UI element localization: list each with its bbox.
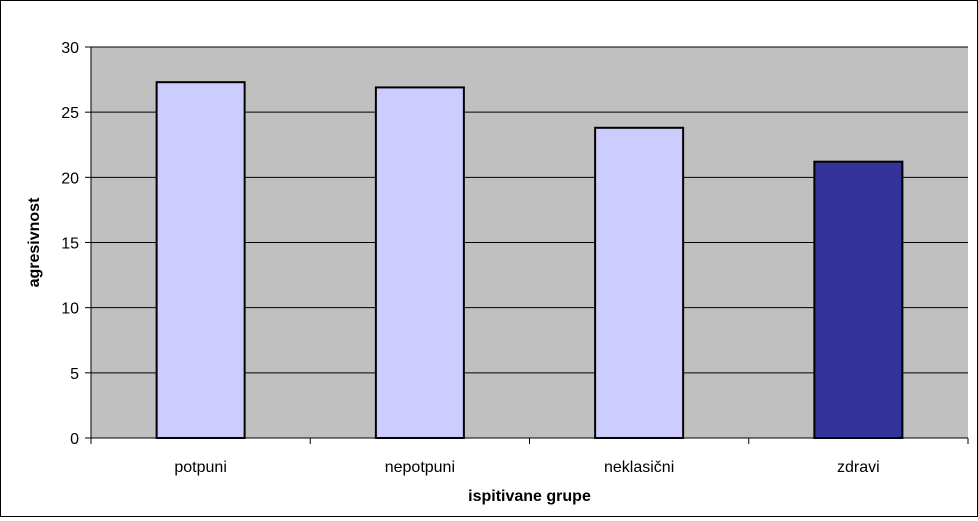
- x-tick-label: zdravi: [837, 459, 880, 476]
- x-tick-label: potpuni: [174, 459, 227, 476]
- x-tick-label: neklasični: [604, 459, 674, 476]
- bars: [155, 81, 904, 440]
- y-tick-label: 25: [61, 105, 79, 122]
- y-tick-label: 10: [61, 301, 79, 318]
- y-tick-label: 5: [70, 366, 79, 383]
- axes: [85, 46, 969, 444]
- x-tick-labels: potpuni nepotpuni neklasični zdravi: [174, 459, 879, 476]
- x-tick-label: nepotpuni: [385, 459, 455, 476]
- bar-zdravi: [813, 160, 904, 439]
- y-tick-label: 15: [61, 236, 79, 253]
- y-tick-label: 0: [70, 431, 79, 448]
- y-axis-title: agresivnost: [26, 197, 43, 287]
- bar-potpuni: [155, 81, 246, 439]
- bar-neklasični: [594, 126, 685, 439]
- y-tick-label: 30: [61, 40, 79, 57]
- x-axis-title: ispitivane grupe: [468, 488, 591, 505]
- y-tick-labels: 0 5 10 15 20 25 30: [61, 40, 79, 448]
- y-tick-label: 20: [61, 170, 79, 187]
- bar-nepotpuni: [374, 86, 465, 440]
